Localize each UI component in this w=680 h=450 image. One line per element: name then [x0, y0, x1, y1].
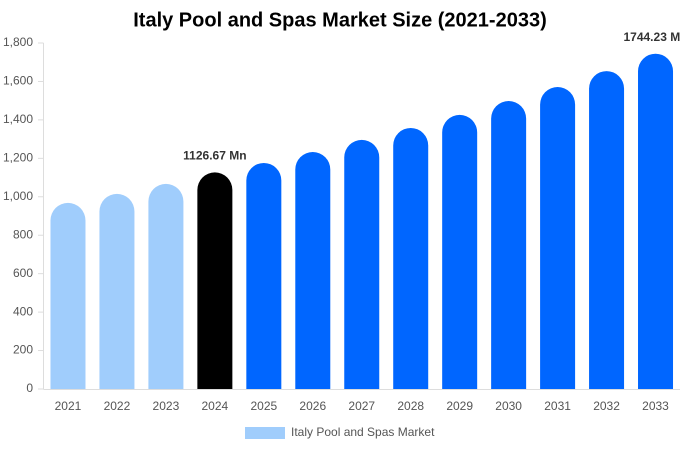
value-label: 1126.67 Mn — [183, 149, 246, 163]
x-tick-label: 2026 — [299, 399, 326, 413]
x-tick-label: 2023 — [153, 399, 180, 413]
bar — [197, 172, 233, 389]
x-tick-label: 2028 — [397, 399, 424, 413]
y-tick-label: 1,600 — [3, 74, 33, 88]
x-tick-label: 2031 — [544, 399, 571, 413]
bar — [638, 53, 674, 390]
bar — [295, 151, 331, 389]
bar — [540, 87, 576, 389]
bar — [491, 101, 527, 390]
x-tick-label: 2033 — [642, 399, 669, 413]
y-tick-label: 400 — [13, 304, 33, 318]
y-tick-label: 1,800 — [3, 35, 33, 49]
bar — [393, 127, 429, 390]
legend-label: Italy Pool and Spas Market — [291, 425, 435, 439]
x-tick-label: 2022 — [104, 399, 131, 413]
x-tick-label: 2027 — [348, 399, 375, 413]
y-tick-label: 1,400 — [3, 112, 33, 126]
legend-swatch — [245, 427, 285, 439]
y-tick-label: 800 — [13, 227, 33, 241]
bar — [442, 114, 478, 389]
bar — [344, 139, 380, 389]
bar — [148, 183, 184, 389]
x-tick-label: 2025 — [250, 399, 277, 413]
y-tick-label: 1,200 — [3, 151, 33, 165]
chart-title: Italy Pool and Spas Market Size (2021-20… — [133, 9, 547, 31]
x-tick-label: 2030 — [495, 399, 522, 413]
y-tick-label: 0 — [26, 381, 33, 395]
x-tick-label: 2021 — [55, 399, 82, 413]
x-tick-label: 2024 — [202, 399, 229, 413]
bar — [99, 193, 135, 389]
x-tick-label: 2032 — [593, 399, 620, 413]
y-tick-label: 600 — [13, 266, 33, 280]
bar — [246, 162, 282, 389]
x-tick-label: 2029 — [446, 399, 473, 413]
y-tick-label: 1,000 — [3, 189, 33, 203]
value-label: 1744.23 Mn — [623, 30, 680, 44]
bar — [589, 71, 625, 389]
bar — [50, 202, 86, 389]
y-tick-label: 200 — [13, 343, 33, 357]
